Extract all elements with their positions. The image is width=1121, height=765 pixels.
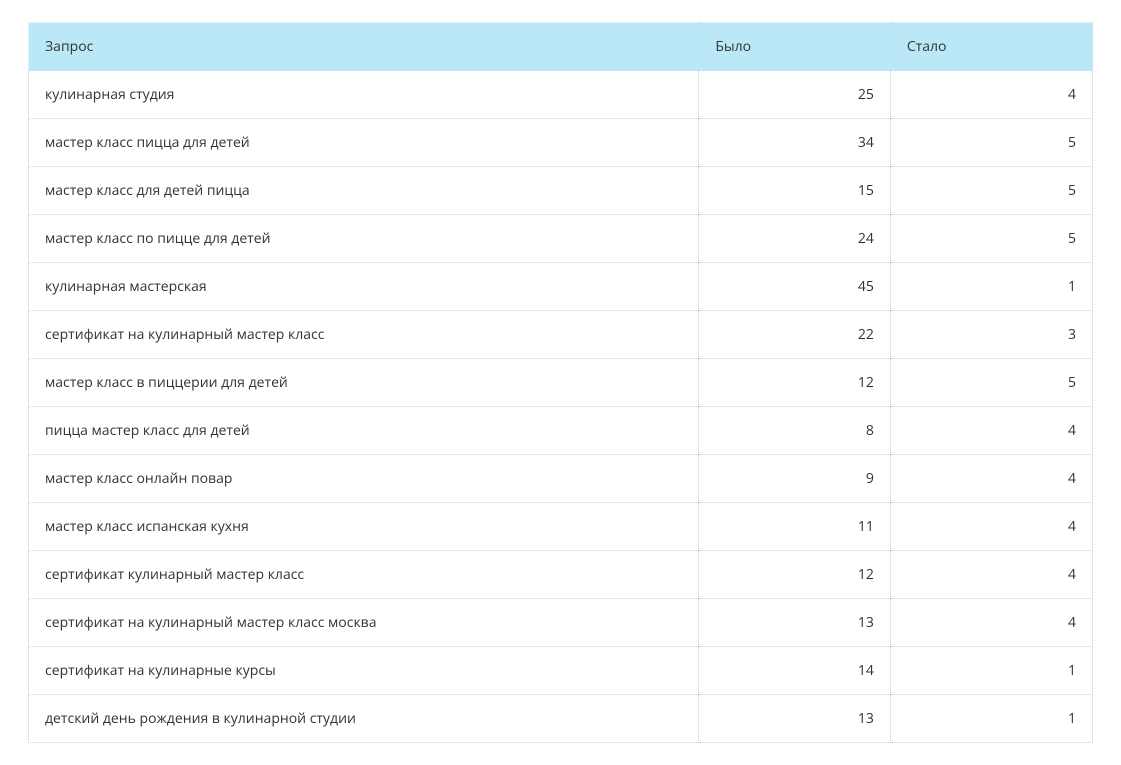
cell-after: 5	[890, 119, 1092, 167]
cell-query: сертификат кулинарный мастер класс	[29, 551, 699, 599]
table-row: кулинарная мастерская451	[29, 263, 1093, 311]
table-row: мастер класс для детей пицца155	[29, 167, 1093, 215]
cell-after: 4	[890, 551, 1092, 599]
cell-query: мастер класс пицца для детей	[29, 119, 699, 167]
cell-query: мастер класс по пицце для детей	[29, 215, 699, 263]
cell-query: мастер класс для детей пицца	[29, 167, 699, 215]
cell-before: 13	[699, 695, 891, 743]
table-head: Запрос Было Стало	[29, 23, 1093, 71]
cell-query: сертификат на кулинарный мастер класс	[29, 311, 699, 359]
rankings-table: Запрос Было Стало кулинарная студия254ма…	[28, 22, 1093, 743]
table-row: сертификат кулинарный мастер класс124	[29, 551, 1093, 599]
table-row: детский день рождения в кулинарной студи…	[29, 695, 1093, 743]
table-row: мастер класс испанская кухня114	[29, 503, 1093, 551]
table-header-row: Запрос Было Стало	[29, 23, 1093, 71]
cell-after: 5	[890, 359, 1092, 407]
cell-before: 9	[699, 455, 891, 503]
cell-after: 5	[890, 167, 1092, 215]
cell-query: пицца мастер класс для детей	[29, 407, 699, 455]
cell-after: 1	[890, 695, 1092, 743]
table-row: сертификат на кулинарные курсы141	[29, 647, 1093, 695]
cell-after: 4	[890, 599, 1092, 647]
table-row: мастер класс в пиццерии для детей125	[29, 359, 1093, 407]
cell-after: 3	[890, 311, 1092, 359]
cell-query: кулинарная мастерская	[29, 263, 699, 311]
table-row: мастер класс онлайн повар94	[29, 455, 1093, 503]
cell-query: сертификат на кулинарный мастер класс мо…	[29, 599, 699, 647]
cell-before: 34	[699, 119, 891, 167]
cell-query: мастер класс испанская кухня	[29, 503, 699, 551]
table-body: кулинарная студия254мастер класс пицца д…	[29, 71, 1093, 743]
cell-query: мастер класс онлайн повар	[29, 455, 699, 503]
cell-before: 22	[699, 311, 891, 359]
cell-after: 1	[890, 647, 1092, 695]
table-row: мастер класс пицца для детей345	[29, 119, 1093, 167]
page: Запрос Было Стало кулинарная студия254ма…	[0, 0, 1121, 765]
cell-query: сертификат на кулинарные курсы	[29, 647, 699, 695]
cell-query: мастер класс в пиццерии для детей	[29, 359, 699, 407]
cell-before: 11	[699, 503, 891, 551]
cell-before: 15	[699, 167, 891, 215]
cell-before: 14	[699, 647, 891, 695]
table-row: кулинарная студия254	[29, 71, 1093, 119]
col-header-before: Было	[699, 23, 891, 71]
cell-before: 45	[699, 263, 891, 311]
cell-after: 4	[890, 455, 1092, 503]
cell-before: 13	[699, 599, 891, 647]
cell-before: 25	[699, 71, 891, 119]
col-header-query: Запрос	[29, 23, 699, 71]
cell-after: 5	[890, 215, 1092, 263]
cell-before: 12	[699, 359, 891, 407]
cell-after: 1	[890, 263, 1092, 311]
cell-before: 12	[699, 551, 891, 599]
cell-after: 4	[890, 407, 1092, 455]
col-header-after: Стало	[890, 23, 1092, 71]
cell-after: 4	[890, 503, 1092, 551]
cell-query: кулинарная студия	[29, 71, 699, 119]
table-row: мастер класс по пицце для детей245	[29, 215, 1093, 263]
table-row: сертификат на кулинарный мастер класс223	[29, 311, 1093, 359]
table-row: пицца мастер класс для детей84	[29, 407, 1093, 455]
cell-before: 24	[699, 215, 891, 263]
cell-query: детский день рождения в кулинарной студи…	[29, 695, 699, 743]
table-row: сертификат на кулинарный мастер класс мо…	[29, 599, 1093, 647]
cell-after: 4	[890, 71, 1092, 119]
cell-before: 8	[699, 407, 891, 455]
